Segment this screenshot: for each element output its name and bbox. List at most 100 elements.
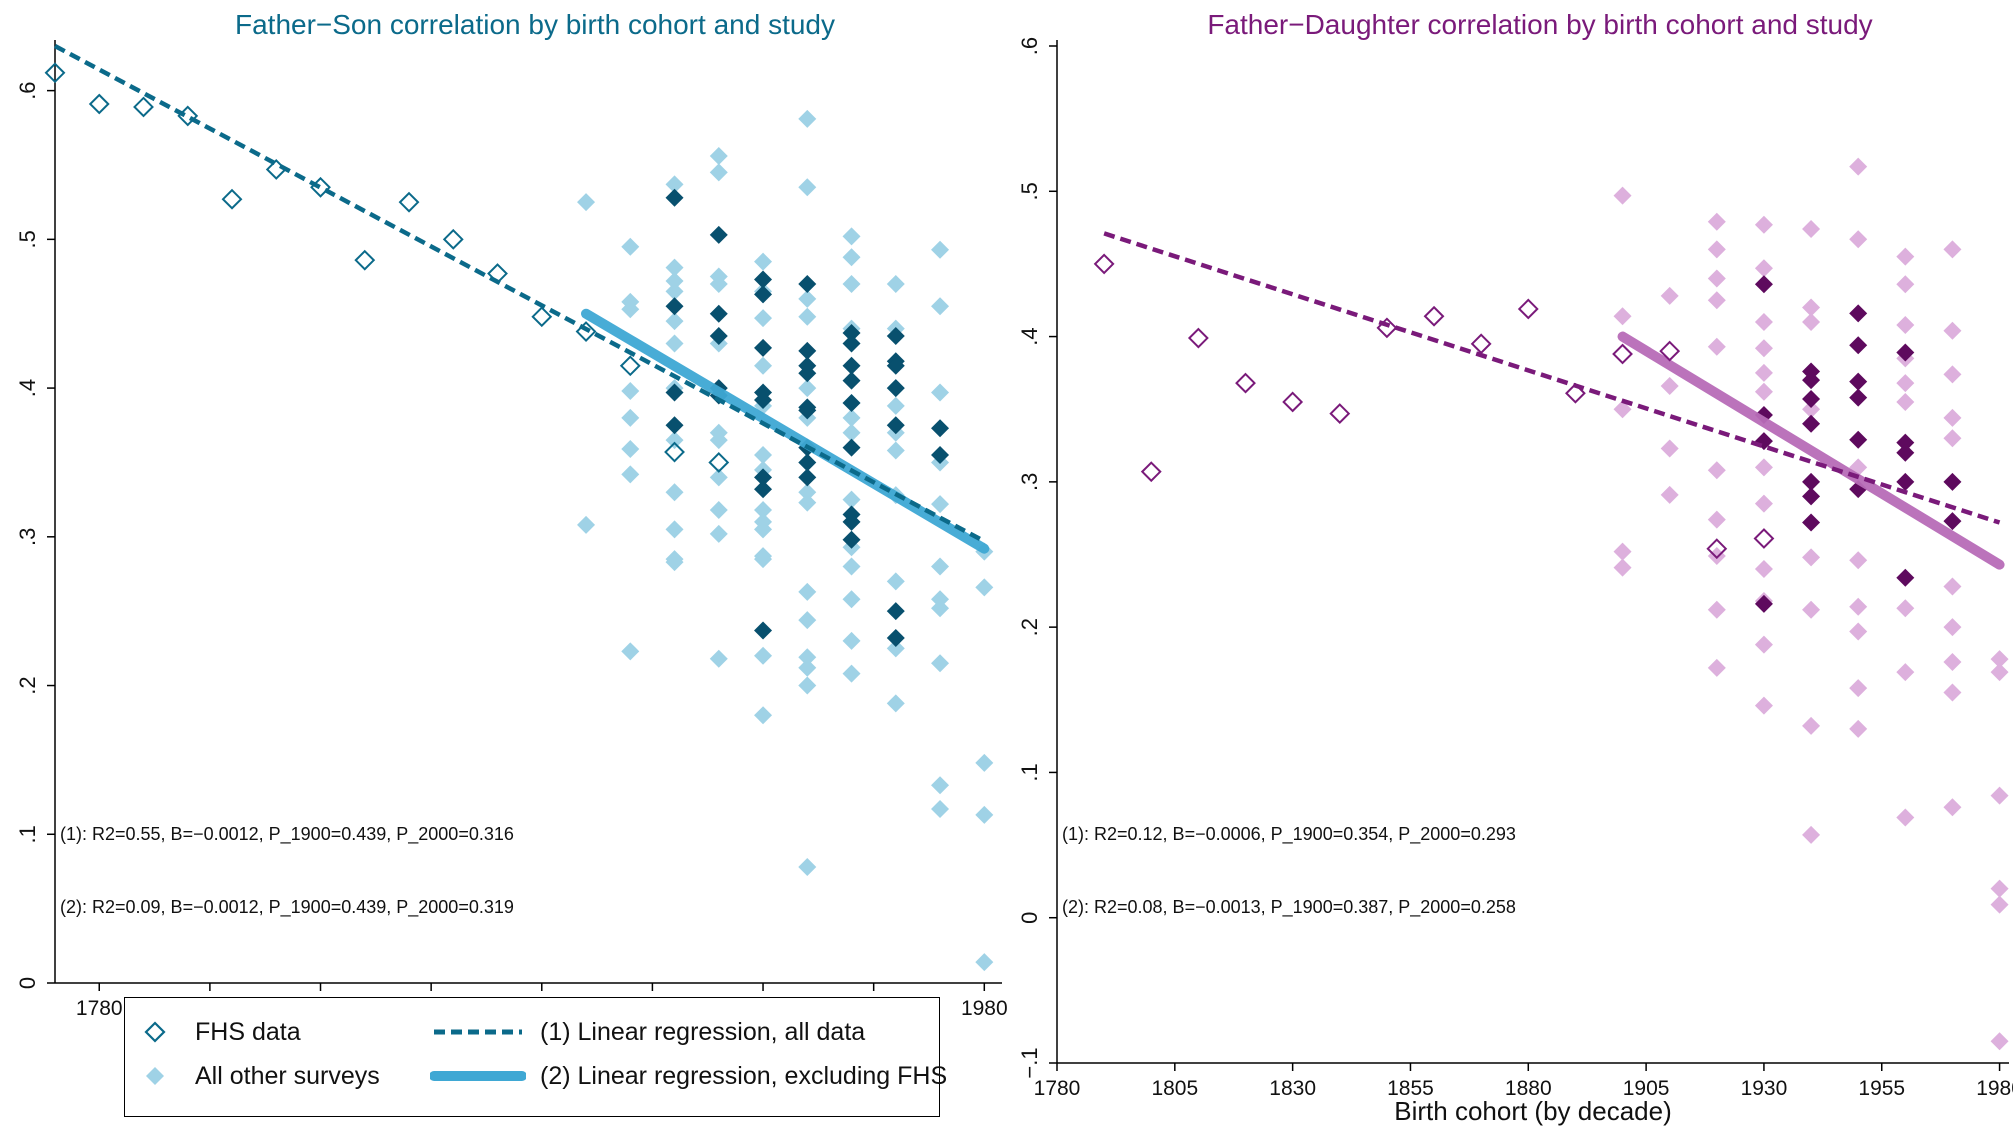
other-survey-point <box>886 639 905 658</box>
other-survey-point <box>754 501 773 520</box>
fhs-point <box>619 355 641 377</box>
other-survey-point <box>754 646 773 665</box>
highlight-survey-point <box>665 383 684 402</box>
other-survey-point <box>842 490 861 509</box>
other-survey-point <box>754 520 773 539</box>
highlight-survey-point <box>709 327 728 346</box>
x-tick-label: 1805 <box>1151 1077 1198 1100</box>
highlight-survey-point <box>1896 568 1915 587</box>
y-tick-label: 0 <box>1017 912 1042 924</box>
other-survey-point <box>886 572 905 591</box>
other-survey-point <box>931 297 950 316</box>
highlight-survey-point <box>798 341 817 360</box>
y-tick-label: .3 <box>1017 473 1042 491</box>
other-survey-point <box>798 658 817 677</box>
highlight-survey-point <box>1849 372 1868 391</box>
highlight-survey-point <box>754 270 773 289</box>
other-survey-point <box>1990 786 2009 805</box>
other-survey-point <box>1754 215 1773 234</box>
other-survey-point <box>1754 259 1773 278</box>
highlight-survey-point <box>1943 512 1962 531</box>
legend-label-fit1: (1) Linear regression, all data <box>540 1017 866 1046</box>
y-tick-label: −.1 <box>1017 1047 1042 1078</box>
y-tick-label: .6 <box>1017 37 1042 55</box>
highlight-survey-point <box>709 225 728 244</box>
other-survey-point <box>1707 337 1726 356</box>
other-survey-point <box>1943 240 1962 259</box>
other-survey-point <box>1754 560 1773 579</box>
highlight-survey-point <box>754 468 773 487</box>
other-survey-point <box>842 274 861 293</box>
other-survey-point <box>798 611 817 630</box>
other-survey-point <box>1802 825 1821 844</box>
other-survey-point <box>665 271 684 290</box>
other-survey-point <box>798 379 817 398</box>
fhs-point <box>1706 538 1728 560</box>
other-survey-point <box>754 550 773 569</box>
x-axis-title: Birth cohort (by decade) <box>1394 1096 1671 1126</box>
other-survey-point <box>886 441 905 460</box>
fhs-point <box>1329 403 1351 424</box>
other-survey-point <box>665 483 684 502</box>
other-survey-point <box>1849 719 1868 738</box>
highlight-survey-point <box>886 628 905 647</box>
highlight-survey-point <box>886 356 905 375</box>
other-survey-point <box>665 312 684 331</box>
fhs-point <box>1140 461 1162 483</box>
y-tick-label: .5 <box>1017 182 1042 200</box>
other-survey-point <box>709 501 728 520</box>
highlight-survey-point <box>665 188 684 207</box>
other-survey-point <box>1896 808 1915 827</box>
chart-title: Father−Son correlation by birth cohort a… <box>235 9 835 40</box>
other-survey-point <box>665 258 684 277</box>
fhs-point <box>1093 253 1115 275</box>
x-tick-label: 1930 <box>1741 1077 1788 1100</box>
other-survey-point <box>1707 240 1726 259</box>
regression-annotation: (2): R2=0.08, B=−0.0013, P_1900=0.387, P… <box>1062 897 1516 918</box>
other-survey-point <box>1896 374 1915 393</box>
other-survey-point <box>621 440 640 459</box>
highlight-survey-point <box>842 371 861 390</box>
other-survey-point <box>1754 458 1773 477</box>
fhs-point <box>265 159 287 180</box>
fit1-regression-line <box>1103 231 2001 525</box>
highlight-survey-point <box>886 602 905 621</box>
other-survey-point <box>842 590 861 609</box>
other-survey-point <box>709 163 728 182</box>
other-survey-point <box>665 175 684 194</box>
other-survey-point <box>1754 363 1773 382</box>
other-survey-point <box>1754 339 1773 358</box>
other-survey-point <box>1849 551 1868 570</box>
y-tick-label: .1 <box>15 825 40 843</box>
other-survey-point <box>665 520 684 539</box>
regression-annotation: (2): R2=0.09, B=−0.0012, P_1900=0.439, P… <box>60 897 514 918</box>
other-survey-point <box>577 193 596 212</box>
highlight-survey-point <box>1802 414 1821 433</box>
dashed-line-icon <box>425 1014 530 1050</box>
other-survey-point <box>621 642 640 661</box>
other-survey-point <box>1943 577 1962 596</box>
other-survey-point <box>1754 382 1773 401</box>
other-survey-point <box>1990 879 2009 898</box>
highlight-survey-point <box>665 297 684 316</box>
highlight-survey-point <box>886 379 905 398</box>
other-survey-point <box>1849 230 1868 249</box>
other-survey-point <box>1802 600 1821 619</box>
other-survey-point <box>1707 546 1726 565</box>
highlight-survey-point <box>842 334 861 353</box>
highlight-survey-point <box>798 453 817 472</box>
fhs-point <box>1376 317 1398 339</box>
other-survey-point <box>621 465 640 484</box>
regression-annotation: (1): R2=0.12, B=−0.0006, P_1900=0.354, P… <box>1062 824 1516 845</box>
fhs-point <box>133 96 154 118</box>
other-survey-point <box>1896 315 1915 334</box>
other-survey-point <box>1990 650 2009 669</box>
highlight-survey-point <box>842 438 861 457</box>
other-survey-point <box>709 524 728 543</box>
x-tick-label: 1855 <box>1387 1077 1434 1100</box>
other-survey-point <box>798 582 817 601</box>
fhs-point <box>575 321 597 342</box>
fhs-point <box>1282 391 1304 413</box>
fhs-point <box>487 263 508 284</box>
